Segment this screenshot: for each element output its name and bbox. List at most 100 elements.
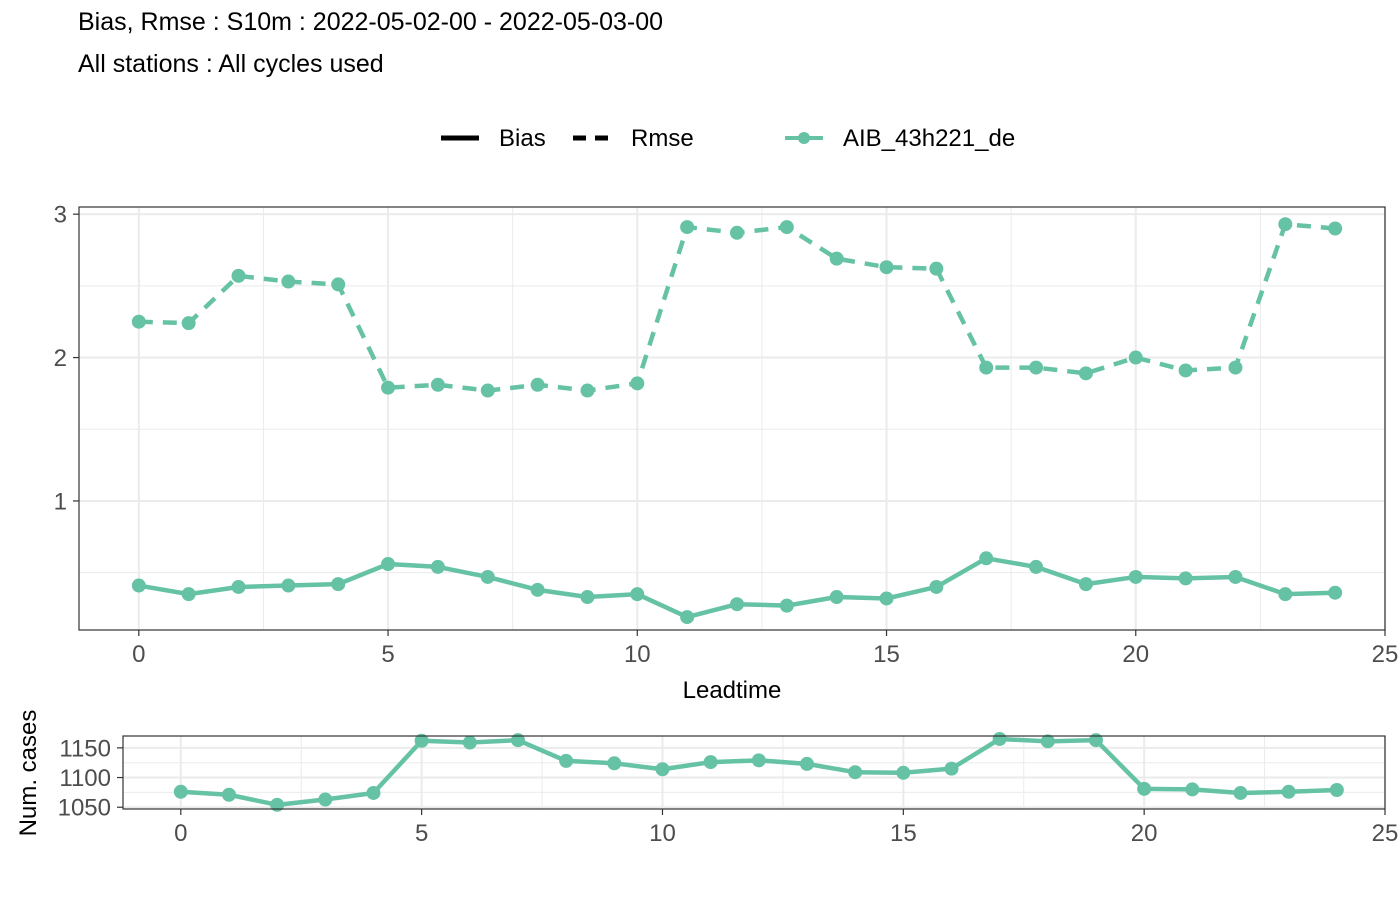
main-bias-point <box>1029 559 1044 574</box>
main-bias-point <box>879 591 894 606</box>
num-cases-cases-point <box>1185 782 1200 797</box>
main-rmse-point <box>1128 350 1143 365</box>
num-cases-x-tick-label: 25 <box>1372 820 1399 847</box>
main-rmse-point <box>231 268 246 283</box>
main-rmse-point <box>1228 360 1243 375</box>
main-rmse-point <box>281 274 296 289</box>
legend: Bias Rmse AIB_43h221_de <box>441 125 1015 152</box>
num-cases-cases-point <box>607 756 622 771</box>
num-cases-axis-ticks: 0 5 10 15 20 25 1050 1100 1150 <box>58 735 1399 847</box>
legend-model-marker <box>798 132 810 144</box>
main-rmse-point <box>680 220 695 235</box>
num-cases-cases-point <box>318 792 333 807</box>
main-rmse-point <box>580 383 595 398</box>
num-cases-y-tick-label: 1100 <box>59 765 111 792</box>
num-cases-x-tick-label: 20 <box>1131 820 1158 847</box>
num-cases-cases-point <box>221 787 236 802</box>
num-cases-cases-point <box>1281 784 1296 799</box>
main-rmse-point <box>1328 221 1343 236</box>
main-series-points <box>131 217 1343 625</box>
main-x-tick-label: 10 <box>624 641 651 668</box>
main-plot-panel: 0 5 10 15 20 25 1 2 3 Leadtime <box>54 202 1399 704</box>
main-bias-point <box>480 569 495 584</box>
num-cases-cases-point <box>799 756 814 771</box>
num-cases-cases-point <box>510 733 525 748</box>
main-bias-point <box>1128 569 1143 584</box>
main-bias-point <box>929 579 944 594</box>
main-axis-ticks: 0 5 10 15 20 25 1 2 3 <box>54 202 1399 668</box>
main-bias-point <box>779 598 794 613</box>
num-cases-cases-point <box>1040 734 1055 749</box>
chart-title: Bias, Rmse : S10m : 2022-05-02-00 - 2022… <box>78 8 664 36</box>
num-cases-cases-point <box>270 797 285 812</box>
main-bias-point <box>430 559 445 574</box>
main-rmse-point <box>929 261 944 276</box>
num-cases-y-tick-label: 1050 <box>58 795 111 822</box>
main-x-tick-label: 20 <box>1122 641 1149 668</box>
num-cases-x-tick-label: 5 <box>415 820 428 847</box>
main-bias-point <box>1078 577 1093 592</box>
num-cases-points <box>173 731 1344 812</box>
legend-bias-label: Bias <box>499 125 546 152</box>
chart-subtitle: All stations : All cycles used <box>78 50 384 78</box>
num-cases-y-label: Num. cases <box>15 710 42 837</box>
main-bias-point <box>131 578 146 593</box>
main-rmse-point <box>779 220 794 235</box>
num-cases-cases-point <box>414 733 429 748</box>
main-panel-background <box>79 207 1385 630</box>
main-y-tick-label: 2 <box>54 345 67 372</box>
main-rmse-point <box>879 260 894 275</box>
num-cases-cases-point <box>1233 785 1248 800</box>
num-cases-cases-point <box>366 785 381 800</box>
num-cases-x-tick-label: 10 <box>649 820 676 847</box>
main-rmse-point <box>181 316 196 331</box>
legend-model-label: AIB_43h221_de <box>843 125 1015 152</box>
main-rmse-point <box>1078 366 1093 381</box>
num-cases-cases-point <box>896 765 911 780</box>
num-cases-cases-point <box>655 762 670 777</box>
main-bias-point <box>680 610 695 625</box>
main-bias-point <box>281 578 296 593</box>
num-cases-cases-point <box>1137 781 1152 796</box>
main-x-tick-label: 25 <box>1372 641 1399 668</box>
main-bias-point <box>729 597 744 612</box>
main-x-tick-label: 15 <box>873 641 900 668</box>
main-rmse-point <box>381 380 396 395</box>
num-cases-cases-point <box>944 761 959 776</box>
legend-rmse-label: Rmse <box>631 125 694 152</box>
main-bias-point <box>1228 569 1243 584</box>
num-cases-cases-point <box>1329 783 1344 798</box>
main-rmse-point <box>480 383 495 398</box>
main-rmse-point <box>829 251 844 266</box>
main-rmse-point <box>1278 217 1293 232</box>
main-bias-point <box>181 587 196 602</box>
num-cases-panel-border <box>122 735 1386 810</box>
main-x-tick-label: 0 <box>132 641 145 668</box>
num-cases-cases-point <box>462 735 477 750</box>
main-rmse-point <box>1029 360 1044 375</box>
main-bias-point <box>331 577 346 592</box>
num-cases-cases-point <box>1088 733 1103 748</box>
main-rmse-point <box>630 376 645 391</box>
main-bias-point <box>979 551 994 566</box>
main-rmse-point <box>430 377 445 392</box>
main-rmse-point <box>729 225 744 240</box>
num-cases-cases-point <box>992 731 1007 746</box>
main-y-tick-label: 1 <box>54 488 67 515</box>
num-cases-cases-point <box>559 753 574 768</box>
main-rmse-point <box>530 377 545 392</box>
main-panel-border <box>78 206 1386 631</box>
main-rmse-point <box>979 360 994 375</box>
main-bias-point <box>231 579 246 594</box>
main-bias-point <box>829 590 844 605</box>
x-axis-label: Leadtime <box>683 677 782 704</box>
main-y-tick-label: 3 <box>54 202 67 229</box>
num-cases-cases-point <box>703 755 718 770</box>
main-bias-point <box>1178 571 1193 586</box>
main-bias-point <box>580 590 595 605</box>
main-bias-point <box>1328 585 1343 600</box>
main-bias-point <box>630 587 645 602</box>
num-cases-panel: 0 5 10 15 20 25 1050 1100 1150 Num. cases <box>15 710 1398 847</box>
num-cases-x-tick-label: 0 <box>174 820 187 847</box>
